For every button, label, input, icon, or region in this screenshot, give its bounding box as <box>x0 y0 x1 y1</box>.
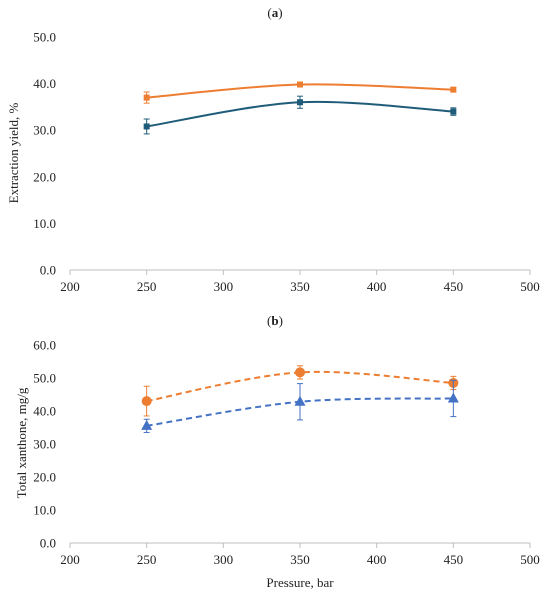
data-point <box>143 94 150 101</box>
x-axis-title-b: Pressure, bar <box>266 575 334 590</box>
x-tick-label: 450 <box>444 552 464 567</box>
y-tick-label: 50.0 <box>33 371 56 386</box>
y-tick-label: 40.0 <box>33 404 56 419</box>
x-tick-label: 500 <box>520 552 540 567</box>
x-tick-label: 250 <box>137 552 157 567</box>
y-tick-label: 50.0 <box>33 30 56 45</box>
y-ticks-b: 0.0 10.0 20.0 30.0 40.0 50.0 60.0 <box>33 338 56 551</box>
y-tick-label: 10.0 <box>33 503 56 518</box>
x-tick-label: 400 <box>367 279 387 294</box>
series-b <box>141 365 459 433</box>
y-tick-label: 20.0 <box>33 470 56 485</box>
series-line <box>146 370 454 403</box>
y-tick-label: 40.0 <box>33 76 56 91</box>
series-a <box>143 81 457 135</box>
data-point <box>141 396 152 407</box>
x-ticks-a: 200 250 300 350 400 450 500 <box>60 270 540 294</box>
x-tick-label: 450 <box>444 279 464 294</box>
data-point <box>141 419 153 430</box>
data-point <box>297 99 303 106</box>
panel-b: (b) Total xanthone, mg/g 200 250 300 350 400… <box>14 313 540 590</box>
data-point <box>450 86 457 93</box>
panel-b-letter: b <box>271 313 278 328</box>
panel-b-label: (b) <box>267 313 283 328</box>
y-axis-title-b: Total xanthone, mg/g <box>14 387 29 498</box>
panel-a-letter: a <box>272 5 279 20</box>
x-tick-label: 300 <box>214 279 234 294</box>
y-tick-label: 30.0 <box>33 123 56 138</box>
panel-a: (a) Extraction yield, % 200 250 300 350 400 4… <box>6 5 540 294</box>
x-tick-label: 350 <box>290 552 310 567</box>
y-tick-label: 0.0 <box>40 536 56 551</box>
data-point <box>450 108 457 115</box>
y-tick-label: 60.0 <box>33 338 56 353</box>
x-ticks-b: 200 250 300 350 400 450 500 <box>60 543 540 567</box>
y-tick-label: 10.0 <box>33 216 56 231</box>
x-tick-label: 200 <box>60 279 80 294</box>
data-point <box>447 392 459 403</box>
panel-a-label: (a) <box>267 5 282 20</box>
y-ticks-a: 0.0 10.0 20.0 30.0 40.0 50.0 <box>33 30 56 278</box>
x-tick-label: 400 <box>367 552 387 567</box>
x-tick-label: 300 <box>214 552 234 567</box>
data-point <box>297 81 303 88</box>
x-tick-label: 200 <box>60 552 80 567</box>
y-tick-label: 30.0 <box>33 437 56 452</box>
data-point <box>143 123 150 130</box>
data-point <box>294 395 306 406</box>
x-tick-label: 350 <box>290 279 310 294</box>
y-axis-title-a: Extraction yield, % <box>6 102 21 203</box>
data-point <box>295 367 305 378</box>
x-tick-label: 250 <box>137 279 157 294</box>
y-tick-label: 0.0 <box>40 263 56 278</box>
x-tick-label: 500 <box>520 279 540 294</box>
y-tick-label: 20.0 <box>33 169 56 184</box>
